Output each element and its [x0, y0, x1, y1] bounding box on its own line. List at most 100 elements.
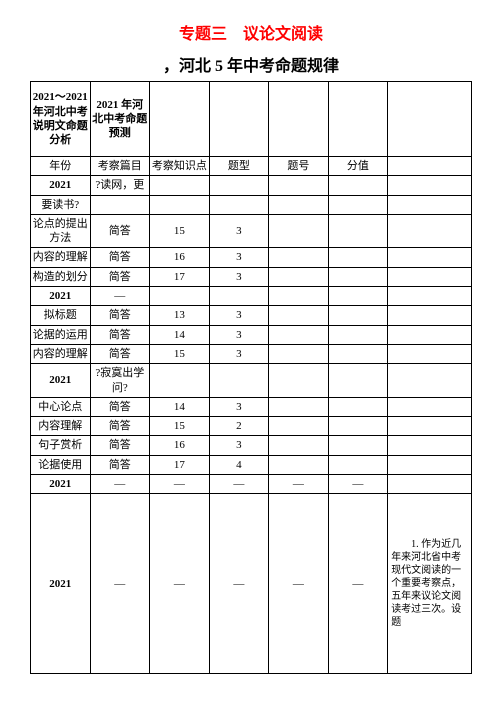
subheader-cell: 考察篇目: [90, 157, 150, 176]
table-cell: 2021: [31, 475, 91, 494]
table-cell: [328, 195, 388, 214]
table-cell: [328, 306, 388, 325]
table-cell: 2021: [31, 176, 91, 195]
main-table: 2021～2021 年河北中考说明文命题分析 2021 年河北中考命题预测 年份…: [30, 81, 472, 674]
table-cell: [328, 344, 388, 363]
table-cell: 3: [209, 306, 269, 325]
table-cell: 简答: [90, 248, 150, 267]
header-cell: 2021 年河北中考命题预测: [90, 82, 150, 157]
table-cell: 中心论点: [31, 397, 91, 416]
table-cell: [269, 417, 329, 436]
page-subtitle: ，河北 5 年中考命题规律: [30, 52, 472, 76]
table-cell: [328, 417, 388, 436]
table-cell: 13: [150, 306, 210, 325]
table-cell: [388, 436, 472, 455]
table-cell: 要读书?: [31, 195, 91, 214]
table-cell: [328, 267, 388, 286]
table-cell: 17: [150, 455, 210, 474]
table-cell: [328, 436, 388, 455]
table-row: 内容理解简答152: [31, 417, 472, 436]
table-cell: [388, 267, 472, 286]
table-row: 句子赏析简答163: [31, 436, 472, 455]
table-cell: 简答: [90, 397, 150, 416]
table-cell: [269, 214, 329, 248]
subheader-cell: 分值: [328, 157, 388, 176]
table-cell: [150, 195, 210, 214]
table-cell: —: [150, 494, 210, 674]
table-cell: [388, 248, 472, 267]
table-cell: [328, 325, 388, 344]
table-cell: [269, 248, 329, 267]
table-cell: [328, 287, 388, 306]
table-row: 中心论点简答143: [31, 397, 472, 416]
table-cell: [328, 455, 388, 474]
table-row: 内容的理解简答163: [31, 248, 472, 267]
table-cell: 论点的提出方法: [31, 214, 91, 248]
table-row: 2021—: [31, 287, 472, 306]
table-cell: —: [269, 494, 329, 674]
table-cell: [388, 455, 472, 474]
table-cell: [388, 475, 472, 494]
table-row: 2021?读网，更: [31, 176, 472, 195]
table-cell: 内容的理解: [31, 248, 91, 267]
table-cell: [269, 455, 329, 474]
table-cell: —: [328, 475, 388, 494]
table-row: 要读书?: [31, 195, 472, 214]
subheader-cell: 题型: [209, 157, 269, 176]
table-cell: [328, 176, 388, 195]
table-cell: 14: [150, 397, 210, 416]
table-cell: 简答: [90, 306, 150, 325]
table-cell: [388, 344, 472, 363]
table-cell: 17: [150, 267, 210, 286]
table-cell: [90, 195, 150, 214]
table-cell: 内容理解: [31, 417, 91, 436]
table-cell: 论据使用: [31, 455, 91, 474]
table-row: 论点的提出方法简答153: [31, 214, 472, 248]
table-cell: —: [209, 475, 269, 494]
table-cell-note: 1. 作为近几年来河北省中考现代文阅读的一个重要考察点，五年来议论文阅读考过三次…: [388, 494, 472, 674]
table-cell: 2021: [31, 287, 91, 306]
table-cell: —: [269, 475, 329, 494]
table-cell: [269, 397, 329, 416]
table-cell: 内容的理解: [31, 344, 91, 363]
table-cell: [269, 364, 329, 398]
table-cell: [150, 364, 210, 398]
table-cell: 15: [150, 417, 210, 436]
table-cell: 构造的划分: [31, 267, 91, 286]
table-cell: 3: [209, 397, 269, 416]
table-cell: 简答: [90, 417, 150, 436]
table-cell: [328, 214, 388, 248]
table-cell: [328, 248, 388, 267]
table-cell: 3: [209, 344, 269, 363]
table-cell: [269, 325, 329, 344]
table-cell: 2021: [31, 494, 91, 674]
table-row: 拟标题简答133: [31, 306, 472, 325]
table-row: 2021—————: [31, 475, 472, 494]
header-cell: [209, 82, 269, 157]
table-cell: 3: [209, 267, 269, 286]
table-cell: 简答: [90, 325, 150, 344]
header-cell: [269, 82, 329, 157]
table-cell: 句子赏析: [31, 436, 91, 455]
table-cell: 2: [209, 417, 269, 436]
table-cell: [388, 325, 472, 344]
table-row: 2021 — — — — — 1. 作为近几年来河北省中考现代文阅读的一个重要考…: [31, 494, 472, 674]
table-cell: [269, 267, 329, 286]
table-cell: 拟标题: [31, 306, 91, 325]
table-cell: [388, 195, 472, 214]
header-cell: [388, 82, 472, 157]
table-row: 2021?寂寞出学问?: [31, 364, 472, 398]
table-cell: [209, 176, 269, 195]
table-cell: [388, 397, 472, 416]
table-cell: 15: [150, 344, 210, 363]
table-cell: 简答: [90, 267, 150, 286]
table-cell: [209, 287, 269, 306]
table-row: 构造的划分简答173: [31, 267, 472, 286]
table-cell: [388, 287, 472, 306]
table-row: 2021～2021 年河北中考说明文命题分析 2021 年河北中考命题预测: [31, 82, 472, 157]
table-cell: —: [90, 287, 150, 306]
table-row: 内容的理解简答153: [31, 344, 472, 363]
table-cell: 论据的运用: [31, 325, 91, 344]
table-cell: 15: [150, 214, 210, 248]
table-cell: [388, 306, 472, 325]
